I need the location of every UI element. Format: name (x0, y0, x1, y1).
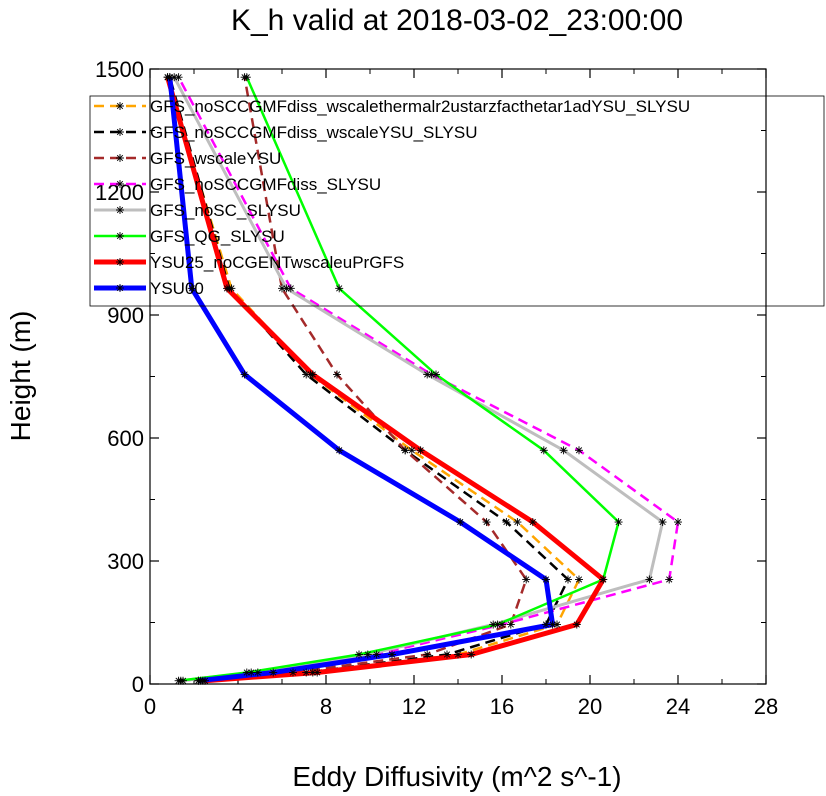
chart-title: K_h valid at 2018-03-02_23:00:00 (231, 4, 683, 37)
x-tick-label: 28 (754, 694, 778, 719)
series-5-point (432, 370, 440, 379)
series-4-point (645, 575, 654, 584)
y-tick-label: 300 (107, 549, 144, 574)
legend-label-1: GFS_noSCCGMFdiss_wscaleYSU_SLYSU (150, 123, 478, 142)
x-tick-label: 24 (666, 694, 690, 719)
series-3-point (665, 575, 674, 584)
series-7-point (335, 446, 344, 455)
legend-marker-3 (116, 180, 124, 188)
series-0-point (513, 518, 522, 527)
series-7-point (388, 650, 396, 659)
series-1-point (502, 518, 511, 527)
series-line-6 (165, 76, 606, 684)
series-0-point (575, 575, 583, 584)
x-tick-label: 4 (232, 694, 244, 719)
x-tick-label: 16 (490, 694, 514, 719)
y-tick-label: 1500 (95, 57, 144, 82)
legend-label-2: GFS_wscaleYSU (150, 149, 281, 168)
series-7-point (269, 668, 278, 677)
series-7-point (194, 676, 203, 685)
series-3-point (674, 518, 682, 527)
series-7-point (240, 370, 249, 379)
series-0-point (407, 446, 416, 455)
series-3-point (286, 284, 295, 293)
series-5-point (539, 446, 548, 455)
series-line-5 (178, 76, 620, 682)
x-tick-label: 0 (144, 694, 156, 719)
x-axis-label: Eddy Diffusivity (m^2 s^-1) (292, 761, 621, 792)
series-7-point (456, 518, 465, 527)
series-2-point (506, 620, 515, 629)
legend-label-5: GFS_QG_SLYSU (150, 227, 285, 246)
y-tick-label: 0 (132, 672, 144, 697)
series-1-point (564, 575, 572, 584)
series-5-point (614, 518, 623, 527)
y-axis-label: Height (m) (5, 311, 36, 442)
legend-label-7: YSU00 (150, 279, 204, 298)
series-7-point (548, 620, 557, 629)
series-7-point (542, 575, 550, 584)
series-6-point (223, 284, 231, 293)
y-tick-label: 600 (107, 426, 144, 451)
series-4-point (363, 650, 372, 659)
series-4-point (282, 284, 291, 293)
legend-label-3: GFS_noSCCGMFdiss_SLYSU (150, 175, 381, 194)
series-6-point (467, 650, 476, 659)
x-tick-label: 12 (402, 694, 426, 719)
series-2-point (333, 370, 341, 379)
series-2-point (289, 668, 297, 677)
legend-marker-5 (116, 232, 124, 240)
x-axis: 0 4 8 12 16 20 24 28 (144, 69, 778, 719)
series-5-point (174, 676, 183, 685)
series-2-point (423, 650, 432, 659)
series-6-point (313, 668, 322, 677)
legend-marker-4 (116, 206, 124, 214)
series-6-point (416, 446, 425, 455)
series-line-7 (167, 76, 556, 684)
legend (89, 95, 825, 307)
x-tick-label: 20 (578, 694, 602, 719)
legend-entries: GFS_noSCCGMFdiss_wscalethermalr2ustarzfa… (94, 97, 690, 298)
series-0-point (454, 650, 462, 659)
series-5-point (493, 620, 502, 629)
legend-label-6: YSU25_noCGENTwscaleuPrGFS (150, 253, 404, 272)
series-5-point (242, 73, 251, 82)
series-6-point (599, 575, 608, 584)
legend-marker-0 (116, 102, 124, 110)
series-6-point (308, 370, 317, 379)
series-4-point (423, 370, 432, 379)
legend-marker-1 (116, 128, 124, 136)
series-7-point (165, 73, 174, 82)
series-5-point (335, 284, 344, 293)
series-6-point (201, 676, 209, 685)
series-3-point (575, 446, 583, 455)
series-2-point (522, 575, 531, 584)
series-6-point (572, 620, 581, 629)
legend-marker-2 (116, 154, 124, 162)
x-tick-label: 8 (320, 694, 332, 719)
series-1-point (443, 650, 451, 659)
series-4-point (658, 518, 667, 527)
legend-label-0: GFS_noSCCGMFdiss_wscalethermalr2ustarzfa… (150, 97, 690, 116)
series-5-point (242, 668, 251, 677)
series-2-point (401, 446, 410, 455)
series-3-point (372, 650, 381, 659)
series-7-point (187, 284, 196, 293)
legend-marker-6 (116, 258, 124, 266)
series-2-point (482, 518, 491, 527)
legend-marker-7 (116, 284, 124, 292)
series-1-point (302, 668, 311, 677)
series-6-point (528, 518, 537, 527)
series-layer (163, 73, 682, 685)
series-5-point (355, 650, 363, 659)
legend-label-4: GFS_noSC_SLYSU (150, 201, 301, 220)
y-tick-label: 900 (107, 303, 144, 328)
series-4-point (559, 446, 568, 455)
